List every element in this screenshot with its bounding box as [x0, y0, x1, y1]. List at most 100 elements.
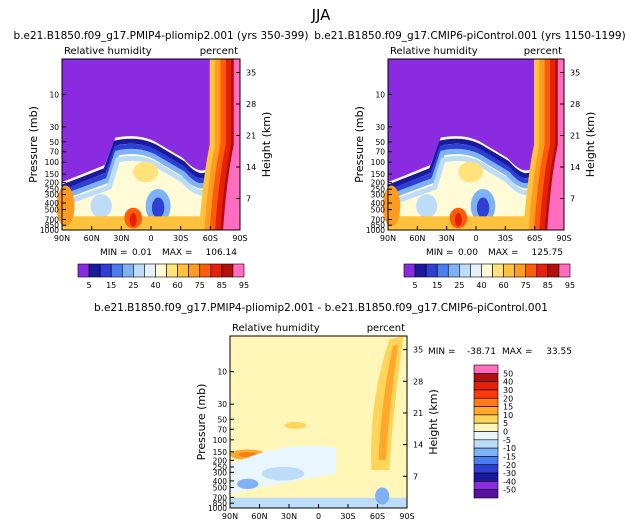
colorbar-swatch [473, 439, 499, 449]
y-right-axis-title: Height (km) [427, 389, 440, 455]
panel-right-label: percent [367, 323, 405, 334]
colorbar-label: 60 [173, 281, 183, 290]
y-tick-label: 1000 [40, 226, 59, 235]
colorbar-swatch [99, 263, 112, 278]
y-tick-label: 500 [371, 206, 386, 215]
colorbar-swatch [188, 263, 201, 278]
colorbar-swatch [536, 263, 549, 278]
colorbar-label: 0 [503, 428, 508, 437]
field-antarctic-column [223, 59, 240, 230]
colorbar-swatch [525, 263, 538, 278]
colorbar-swatch [473, 406, 499, 416]
field-dry-core-nh [416, 194, 438, 219]
colorbar-swatch [503, 263, 515, 278]
colorbar-swatch [425, 263, 438, 278]
colorbar-label: 75 [521, 281, 531, 290]
field-antarctic-column [547, 59, 564, 230]
colorbar-swatch [473, 456, 499, 466]
y-right-tick-label: 14 [413, 441, 423, 450]
y-tick-label: 200 [45, 179, 60, 188]
y-tick-label: 700 [213, 493, 228, 502]
y-tick-label: 500 [45, 206, 60, 215]
panel-left-label: Relative humidity [232, 323, 320, 334]
y-axis-title: Pressure (mb) [195, 384, 208, 461]
x-tick-label: 30N [113, 234, 129, 243]
colorbar-swatch [88, 263, 101, 278]
y-tick-label: 850 [371, 221, 386, 230]
colorbar-swatch [473, 447, 499, 457]
y-tick-label: 400 [213, 477, 228, 486]
field-arctic-moist [382, 185, 401, 227]
colorbar-swatch [144, 263, 156, 278]
colorbar-label: -15 [503, 452, 516, 461]
y-tick-label: 150 [213, 448, 228, 457]
x-tick-label: 60S [203, 234, 218, 243]
colorbar-label: 5 [413, 281, 418, 290]
colorbar-label: 95 [239, 281, 249, 290]
y-right-tick-label: 21 [246, 132, 256, 141]
y-right-tick-label: 35 [570, 69, 580, 78]
colorbar-swatch [470, 263, 482, 278]
x-tick-label: 60S [370, 512, 385, 521]
y-tick-label: 250 [45, 185, 60, 194]
colorbar-swatch [403, 263, 416, 278]
field-positive-antarctic-core [378, 344, 399, 460]
colorbar-swatch [473, 381, 499, 391]
colorbar-swatch [473, 397, 499, 407]
y-tick-label: 1000 [208, 504, 227, 513]
colorbar-label: 5 [503, 419, 508, 428]
y-right-tick-label: 21 [413, 409, 423, 418]
colorbar-swatch [447, 263, 460, 278]
y-tick-label: 70 [217, 425, 227, 434]
y-tick-label: 200 [371, 179, 386, 188]
colorbar-swatch [481, 263, 493, 278]
y-tick-label: 250 [371, 185, 386, 194]
y-tick-label: 500 [213, 483, 228, 492]
colorbar-swatch [414, 263, 427, 278]
colorbar-label: 25 [454, 281, 464, 290]
stats-max-value: 106.14 [206, 248, 238, 258]
x-tick-label: 90S [556, 234, 571, 243]
field-itcz-core [129, 212, 137, 227]
y-tick-label: 30 [49, 123, 59, 132]
colorbar-swatch [473, 489, 499, 499]
colorbar-label: -50 [503, 486, 516, 495]
field-tropopause-band [387, 155, 538, 207]
stats-min-value: 0.00 [458, 248, 478, 258]
panel-1: b.e21.B1850.f09_g17.PMIP4-pliomip2.001 (… [14, 30, 309, 290]
colorbar-swatch [492, 263, 504, 278]
colorbar-label: 20 [503, 394, 513, 403]
colorbar-swatch [473, 414, 499, 424]
y-right-axis-title: Height (km) [260, 112, 273, 178]
colorbar-label: 50 [503, 369, 513, 378]
stats-min-value: 0.01 [132, 248, 152, 258]
y-tick-label: 300 [371, 191, 386, 200]
field-itcz-core [454, 212, 462, 227]
field-positive-upper [284, 422, 307, 429]
colorbar-label: -10 [503, 444, 516, 453]
colorbar-swatch [199, 263, 212, 278]
y-tick-label: 400 [45, 199, 60, 208]
y-tick-label: 850 [213, 499, 228, 508]
x-tick-label: 90S [232, 234, 247, 243]
x-tick-label: 60N [84, 234, 100, 243]
y-axis-title: Pressure (mb) [27, 106, 40, 183]
x-tick-label: 90S [399, 512, 414, 521]
colorbar-swatch [459, 263, 471, 278]
y-tick-label: 700 [45, 216, 60, 225]
x-tick-label: 0 [316, 512, 321, 521]
field-tropopause-band [61, 155, 214, 207]
colorbar-label: 15 [432, 281, 442, 290]
y-tick-label: 30 [217, 400, 227, 409]
panel-left-label: Relative humidity [64, 46, 152, 57]
colorbar-label: 95 [565, 281, 575, 290]
field-tropopause-band [387, 149, 538, 200]
field-negative-mid [261, 466, 305, 481]
y-right-tick-label: 7 [246, 195, 251, 204]
colorbar-swatch [77, 263, 90, 278]
colorbar-label: 25 [128, 281, 138, 290]
colorbar-swatch [121, 263, 134, 278]
y-tick-label: 200 [213, 456, 228, 465]
y-right-tick-label: 21 [570, 132, 580, 141]
field-boundary-layer [62, 216, 240, 230]
